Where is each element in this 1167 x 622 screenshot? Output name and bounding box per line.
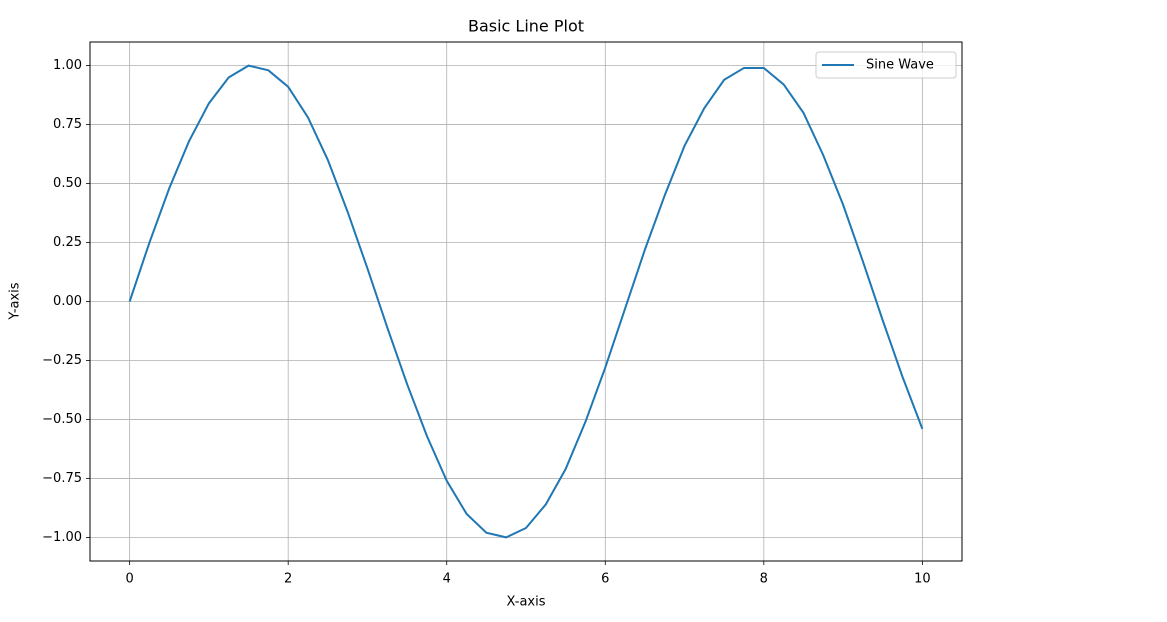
y-tick-label: 0.75 — [53, 117, 82, 132]
legend-box — [815, 51, 957, 79]
x-axis-label: X-axis — [507, 595, 546, 610]
x-tick-label: 2 — [284, 572, 292, 587]
x-tick-label: 8 — [760, 572, 768, 587]
y-tick-label: 0.25 — [53, 235, 82, 250]
y-tick-label: −0.25 — [42, 353, 82, 368]
legend-label: Sine Wave — [866, 58, 934, 73]
x-tick-label: 6 — [601, 572, 609, 587]
y-tick-label: 1.00 — [53, 58, 82, 73]
x-tick-label: 10 — [914, 572, 931, 587]
chart-title: Basic Line Plot — [468, 17, 584, 36]
y-tick-label: −0.75 — [42, 471, 82, 486]
x-tick-label: 4 — [443, 572, 451, 587]
y-axis-label: Y-axis — [8, 282, 23, 320]
y-tick-label: 0.00 — [53, 294, 82, 309]
y-tick-label: 0.50 — [53, 176, 82, 191]
plot-frame — [89, 41, 963, 562]
y-tick-label: −0.50 — [42, 412, 82, 427]
y-tick-label: −1.00 — [42, 530, 82, 545]
x-tick-label: 0 — [125, 572, 133, 587]
line-series — [128, 64, 924, 539]
